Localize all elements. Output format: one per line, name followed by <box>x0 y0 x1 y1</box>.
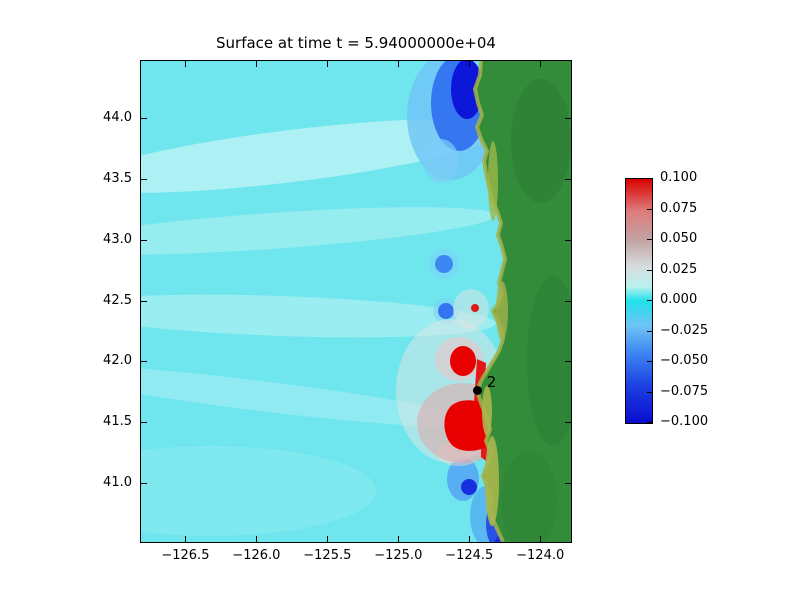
y-tick-mark <box>565 118 571 120</box>
y-tick-label: 41.5 <box>103 413 132 429</box>
x-tick-mark <box>256 61 258 67</box>
colorbar-tick-label: −0.075 <box>660 383 709 399</box>
y-tick-mark <box>141 239 147 241</box>
y-tick-mark <box>565 179 571 181</box>
colorbar-tick-mark <box>647 178 652 179</box>
gauge-label: 2 <box>486 373 497 392</box>
x-tick-mark <box>469 61 471 67</box>
colorbar-tick-mark <box>647 422 652 423</box>
x-tick-label: −126.5 <box>161 548 210 563</box>
x-tick-mark <box>540 536 542 542</box>
colorbar-tick-label: 0.025 <box>660 261 698 277</box>
x-tick-label: −125.5 <box>303 548 352 563</box>
x-tick-mark <box>540 61 542 67</box>
x-tick-label: −124.5 <box>445 548 494 563</box>
plot-title: Surface at time t = 5.94000000e+04 <box>216 34 496 52</box>
colorbar-tick-mark <box>647 330 652 332</box>
y-tick-mark <box>141 118 147 120</box>
colorbar-tick-label: −0.100 <box>660 414 709 429</box>
y-tick-label: 43.0 <box>103 231 132 247</box>
colorbar-tick-label: −0.050 <box>660 353 709 368</box>
x-tick-label: −124.0 <box>516 548 565 563</box>
wave-bands <box>141 119 505 536</box>
x-tick-label: −126.0 <box>232 548 281 563</box>
y-tick-mark <box>565 482 571 484</box>
x-tick-mark <box>185 536 187 542</box>
x-tick-label: −125.0 <box>374 548 423 563</box>
colorbar-tick-mark <box>647 361 652 362</box>
land-layer <box>472 61 571 542</box>
colorbar-tick-mark <box>647 239 652 240</box>
y-tick-mark <box>141 300 147 302</box>
y-tick-mark <box>141 179 147 181</box>
colorbar-tick-label: 0.000 <box>660 292 698 307</box>
colorbar-tick-label: 0.050 <box>660 231 698 246</box>
x-tick-mark <box>185 61 187 67</box>
colorbar-tick-label: −0.025 <box>660 322 709 338</box>
colorbar-tick-label: 0.075 <box>660 200 698 216</box>
colorbar-tick-mark <box>647 391 652 393</box>
y-tick-label: 43.5 <box>103 171 132 187</box>
negative-anomaly-layer <box>407 61 508 542</box>
x-tick-mark <box>398 536 400 542</box>
y-tick-mark <box>565 361 571 363</box>
y-tick-mark <box>141 361 147 363</box>
y-tick-mark <box>565 421 571 423</box>
colorbar-tick-mark <box>647 300 652 301</box>
y-tick-mark <box>141 482 147 484</box>
colorbar-tick-label: 0.100 <box>660 170 698 185</box>
colorbar-tick-mark <box>647 269 652 271</box>
x-tick-mark <box>398 61 400 67</box>
y-tick-label: 41.0 <box>103 474 132 490</box>
map-plot <box>140 60 572 543</box>
x-tick-mark <box>256 536 258 542</box>
colorbar-tick-mark <box>647 208 652 210</box>
y-tick-label: 42.0 <box>103 353 132 369</box>
colorbar <box>625 178 653 424</box>
y-tick-label: 42.5 <box>103 292 132 308</box>
x-tick-mark <box>327 61 329 67</box>
y-tick-mark <box>565 300 571 302</box>
gauge-marker <box>473 385 483 395</box>
y-tick-mark <box>565 239 571 241</box>
x-tick-mark <box>327 536 329 542</box>
surface-field-map <box>141 61 571 542</box>
x-tick-mark <box>469 536 471 542</box>
y-tick-mark <box>141 421 147 423</box>
y-tick-label: 44.0 <box>103 110 132 126</box>
